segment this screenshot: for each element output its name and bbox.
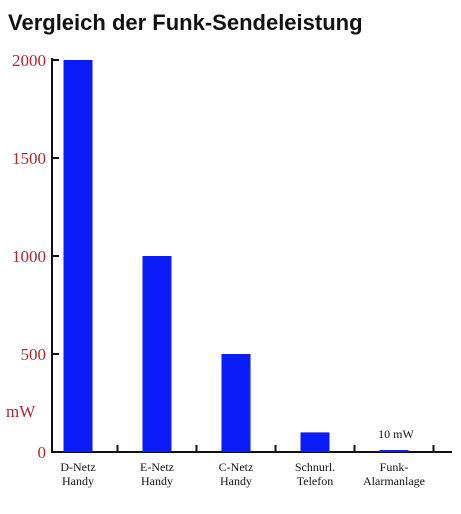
y-tick-label: 500 xyxy=(21,345,47,364)
y-axis: 0 500 1000 1500 2000 xyxy=(12,51,59,462)
y-axis-unit-label: mW xyxy=(6,402,36,421)
category-label: E-Netz Handy xyxy=(140,460,174,488)
category-label: D-Netz Handy xyxy=(60,460,95,488)
bars xyxy=(63,60,409,452)
category-label: Schnurl. Telefon xyxy=(295,460,335,488)
category-label: Funk-Alarmanlage xyxy=(363,460,425,488)
chart-title: Vergleich der Funk-Sendeleistung xyxy=(8,10,363,35)
category-labels: D-Netz Handy E-Netz Handy C-Netz Handy Schnurl… xyxy=(60,427,425,488)
y-tick-label: 1500 xyxy=(12,149,46,168)
category-label: C-Netz Handy xyxy=(219,460,254,488)
y-tick-label: 0 xyxy=(38,443,47,462)
bar xyxy=(142,256,172,452)
data-label: 10 mW xyxy=(378,427,414,441)
bar xyxy=(221,354,251,452)
bar xyxy=(300,432,330,452)
bar xyxy=(379,450,409,452)
y-tick-label: 2000 xyxy=(12,51,46,70)
bar xyxy=(63,60,93,452)
y-tick-label: 1000 xyxy=(12,247,46,266)
